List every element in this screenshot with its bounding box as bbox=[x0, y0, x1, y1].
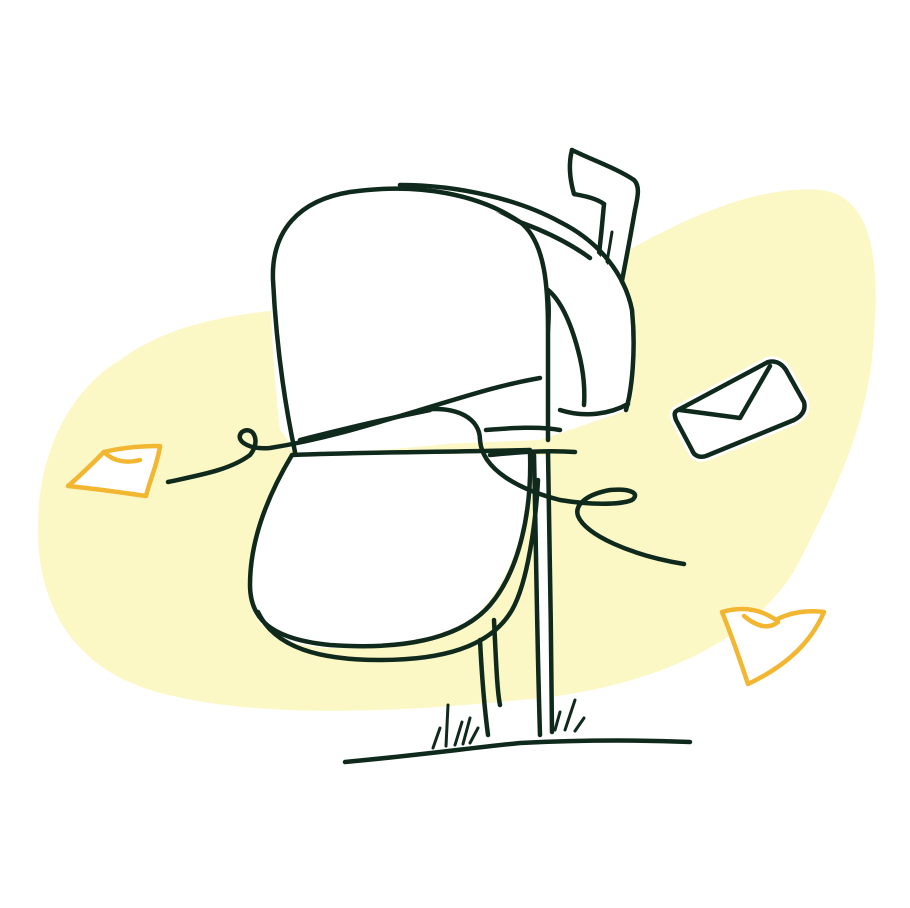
mailbox-post bbox=[477, 449, 555, 738]
leaf-icon bbox=[719, 606, 827, 687]
mailbox-body bbox=[165, 182, 687, 663]
envelope-icon bbox=[669, 356, 810, 462]
grass-icon bbox=[431, 698, 586, 750]
ground-line bbox=[342, 738, 693, 765]
leaf-icon bbox=[65, 443, 163, 499]
